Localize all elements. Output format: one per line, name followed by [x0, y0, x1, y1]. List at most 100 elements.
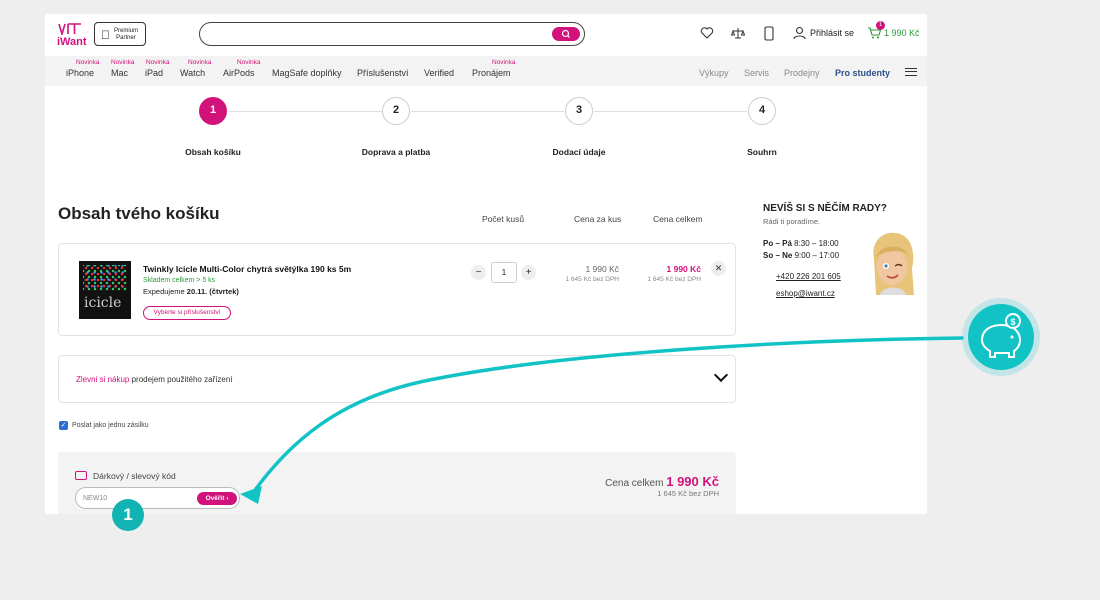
- step-4-label: Souhrn: [747, 147, 777, 157]
- help-weekend-hours: So – Ne 9:00 – 17:00: [763, 251, 839, 260]
- discount-code-label: Dárkový / slevový kód: [93, 471, 176, 481]
- logo-mark-icon: [58, 23, 81, 37]
- step-1-label: Obsah košíku: [185, 147, 241, 157]
- menu-icon[interactable]: [905, 68, 917, 76]
- remove-item-button[interactable]: ✕: [711, 261, 726, 276]
- support-avatar: [873, 232, 914, 295]
- login-link[interactable]: Přihlásit se: [810, 28, 855, 38]
- step-4-circle: 4: [748, 97, 776, 125]
- nav-item-iphone[interactable]: iPhone: [66, 68, 95, 78]
- qty-plus-button[interactable]: +: [521, 265, 536, 280]
- cart-total-summary: Cena celkem 1 990 Kč: [588, 474, 719, 489]
- trade-in-panel[interactable]: Zlevni si nákup prodejem použitého zaříz…: [58, 355, 736, 403]
- scales-icon[interactable]: [731, 26, 745, 40]
- total-novat: 1 645 Kč bez DPH: [657, 489, 719, 498]
- total-label: Cena celkem: [605, 478, 667, 489]
- nav-new-badge: Novinka: [76, 59, 100, 66]
- product-name[interactable]: Twinkly Icicle Multi-Color chytrá světýl…: [143, 264, 352, 274]
- weekday-days: Po – Pá: [763, 239, 792, 248]
- user-icon[interactable]: [793, 26, 806, 40]
- cart-title: Obsah tvého košíku: [58, 204, 220, 223]
- total-price-novat: 1 645 Kč bez DPH: [647, 276, 701, 283]
- product-image-text: icicle: [84, 295, 122, 311]
- nav-item-accessories[interactable]: Příslušenství: [357, 68, 409, 78]
- col-header-qty: Počet kusů: [482, 214, 525, 224]
- step-1-circle: 1: [199, 97, 227, 125]
- apple-icon: : [101, 28, 110, 42]
- step-connector: [594, 111, 747, 112]
- piggy-bank-badge: $: [962, 298, 1040, 376]
- trade-in-text: prodejem použitého zařízení: [129, 375, 233, 384]
- nav-new-badge: Novinka: [188, 59, 212, 66]
- cart-icon[interactable]: [867, 26, 882, 40]
- product-image[interactable]: icicle: [79, 261, 131, 319]
- qty-input[interactable]: 1: [491, 262, 517, 283]
- search-input[interactable]: [210, 26, 540, 42]
- weekday-hours: 8:30 – 18:00: [791, 239, 839, 248]
- search-bar: [199, 22, 585, 46]
- ticket-icon: [75, 471, 87, 480]
- nav-item-magsafe[interactable]: MagSafe doplňky: [272, 68, 342, 78]
- trade-in-link[interactable]: Zlevni si nákup: [76, 375, 130, 384]
- ship-together-checkbox[interactable]: ✓: [59, 421, 68, 430]
- help-email-link[interactable]: eshop@iwant.cz: [776, 289, 835, 298]
- nav-new-badge: Novinka: [237, 59, 261, 66]
- expedition-date: 20.11. (čtvrtek): [186, 287, 239, 296]
- expedition-prefix: Expedujeme: [143, 287, 187, 296]
- weekend-hours: 9:00 – 17:00: [792, 251, 840, 260]
- nav-item-watch[interactable]: Watch: [180, 68, 206, 78]
- help-phone-link[interactable]: +420 226 201 605: [776, 272, 841, 281]
- nav-item-verified[interactable]: Verified: [424, 68, 455, 78]
- choose-accessories-button[interactable]: Vyberte si příslušenství: [143, 306, 231, 320]
- nav-item-stores[interactable]: Prodejny: [784, 68, 820, 78]
- main-nav: Novinka iPhone Novinka Mac Novinka iPad …: [45, 56, 927, 86]
- cart-item: icicle Twinkly Icicle Multi-Color chytrá…: [58, 243, 736, 336]
- nav-new-badge: Novinka: [492, 59, 516, 66]
- svg-text:$: $: [1010, 317, 1015, 327]
- phone-icon[interactable]: [763, 26, 775, 41]
- partner-line1: Premium: [114, 28, 139, 34]
- qty-minus-button[interactable]: −: [471, 265, 486, 280]
- verify-code-button[interactable]: Ověřit ›: [197, 492, 237, 505]
- step-connector: [411, 111, 564, 112]
- search-icon: [561, 29, 570, 38]
- help-weekday-hours: Po – Pá 8:30 – 18:00: [763, 239, 839, 248]
- cart-total[interactable]: 1 990 Kč: [884, 28, 920, 38]
- unit-price-novat: 1 645 Kč bez DPH: [565, 276, 619, 283]
- col-header-unit-price: Cena za kus: [574, 214, 622, 224]
- nav-item-rental[interactable]: Pronájem: [472, 68, 511, 78]
- total-price: 1 990 Kč: [666, 264, 702, 274]
- product-expedition: Expedujeme 20.11. (čtvrtek): [143, 287, 239, 296]
- step-connector: [229, 111, 382, 112]
- col-header-total-price: Cena celkem: [653, 214, 703, 224]
- cart-count-badge: 1: [876, 21, 885, 30]
- nav-item-airpods[interactable]: AirPods: [223, 68, 255, 78]
- step-2-label: Doprava a platba: [361, 147, 431, 157]
- nav-item-ipad[interactable]: iPad: [145, 68, 164, 78]
- nav-item-students[interactable]: Pro studenty: [835, 68, 891, 78]
- nav-new-badge: Novinka: [111, 59, 135, 66]
- discount-code-panel: Dárkový / slevový kód Ověřit › Cena celk…: [58, 452, 736, 514]
- heart-icon[interactable]: [700, 26, 714, 40]
- logo[interactable]: iWant: [57, 22, 87, 48]
- total-value: 1 990 Kč: [666, 474, 719, 489]
- ship-together-label: Poslat jako jednu zásilku: [72, 422, 149, 429]
- unit-price: 1 990 Kč: [585, 264, 619, 274]
- partner-line2: Partner: [116, 35, 136, 41]
- step-2-circle: 2: [382, 97, 410, 125]
- step-marker-badge: 1: [112, 499, 144, 531]
- nav-item-mac[interactable]: Mac: [111, 68, 129, 78]
- help-title: NEVÍŠ SI S NĚČÍM RADY?: [763, 203, 887, 214]
- nav-new-badge: Novinka: [146, 59, 170, 66]
- piggy-bank-icon: $: [980, 313, 1022, 358]
- help-subtitle: Rádi ti poradíme.: [763, 217, 821, 226]
- logo-text: iWant: [57, 36, 87, 48]
- search-button[interactable]: [552, 27, 580, 41]
- nav-item-service[interactable]: Servis: [744, 68, 770, 78]
- discount-code-input[interactable]: [83, 492, 183, 505]
- nav-item-buyback[interactable]: Výkupy: [699, 68, 729, 78]
- product-stock: Skladem celkem > 5 ks: [143, 277, 216, 284]
